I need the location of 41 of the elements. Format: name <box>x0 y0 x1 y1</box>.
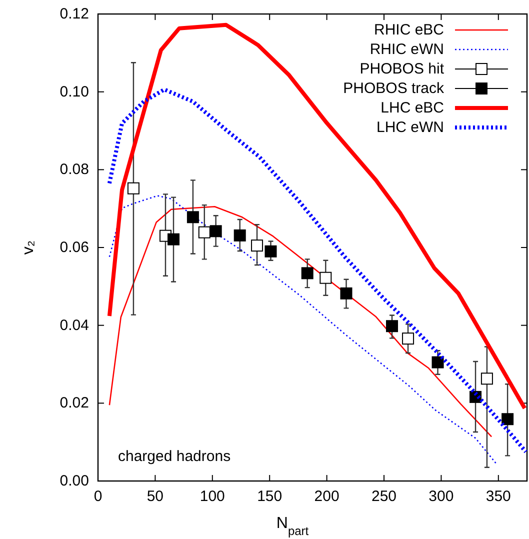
line-series <box>107 22 527 410</box>
y-tick-label: 0.08 <box>60 161 89 178</box>
point <box>168 233 180 246</box>
legend-label: PHOBOS track <box>343 80 444 97</box>
point <box>402 332 414 345</box>
x-tick-label: 350 <box>486 488 511 505</box>
y-tick-label: 0.00 <box>60 472 89 490</box>
point <box>186 211 199 224</box>
y-axis-title: v₂ <box>20 240 37 255</box>
point <box>210 225 222 238</box>
y-tick-label: 0.12 <box>60 6 89 22</box>
y-tick-label: 0.02 <box>60 394 89 412</box>
point <box>320 272 332 284</box>
point <box>502 413 514 426</box>
annotation: charged hadrons <box>118 448 231 465</box>
legend-label: RHIC eWN <box>370 41 444 58</box>
point <box>340 287 352 300</box>
point <box>386 320 398 332</box>
point <box>264 245 277 258</box>
x-tick-label: 300 <box>428 488 454 505</box>
x-tick-label: 0 <box>94 488 102 505</box>
legend-label: RHIC eBC <box>374 22 444 38</box>
point <box>198 226 210 238</box>
point <box>480 372 493 385</box>
y-tick-label: 0.10 <box>60 83 89 100</box>
x-tick-label: 100 <box>200 488 225 505</box>
point <box>234 229 246 242</box>
y-tick-label: 0.04 <box>60 316 89 334</box>
legend-label: LHC eBC <box>380 100 444 116</box>
legend-label: LHC eWN <box>376 119 444 136</box>
point <box>301 267 314 280</box>
point <box>251 240 264 252</box>
point <box>127 182 140 194</box>
x-axis-title: N$_{part}$ <box>276 515 310 538</box>
y-tick-label: 0.06 <box>60 239 89 256</box>
x-tick-label: 50 <box>146 488 164 505</box>
x-tick-label: 200 <box>314 488 340 505</box>
legend-label: PHOBOS hit <box>360 60 445 78</box>
x-tick-label: 250 <box>371 488 397 505</box>
point <box>432 356 444 368</box>
x-tick-label: 150 <box>257 488 282 505</box>
